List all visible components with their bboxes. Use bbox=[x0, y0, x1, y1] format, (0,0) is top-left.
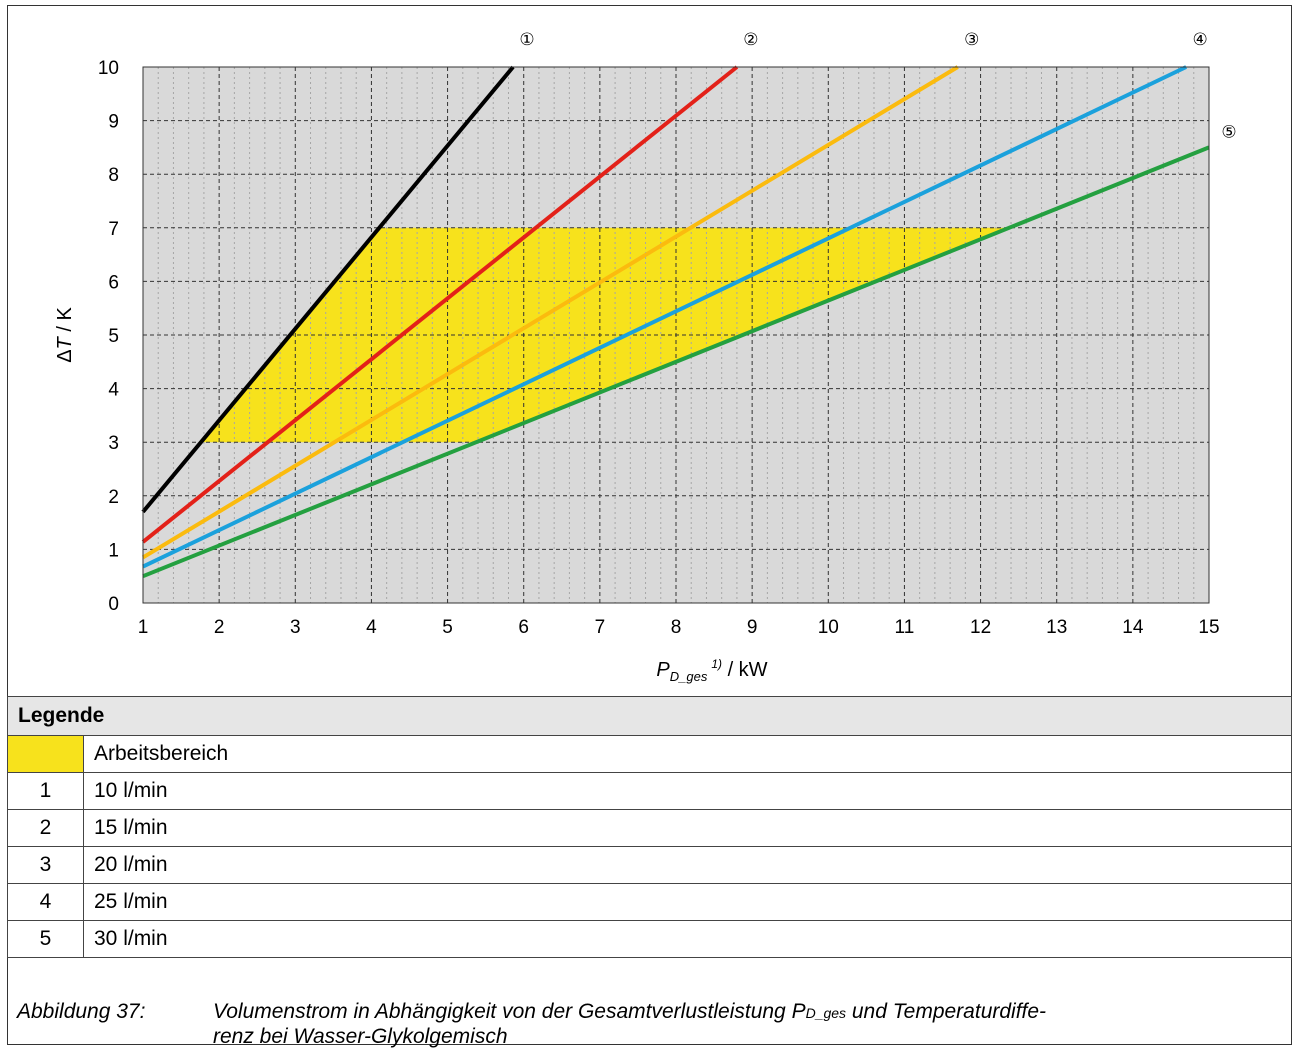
series-callout: ③ bbox=[964, 30, 979, 49]
caption-line-1: Volumenstrom in Abhängigkeit von der Ges… bbox=[213, 1000, 1046, 1024]
caption-label: Abbildung 37: bbox=[17, 1000, 146, 1023]
legend-key: 1 bbox=[7, 772, 84, 810]
plot-border bbox=[142, 66, 1210, 604]
working-area-label: Arbeitsbereich bbox=[83, 735, 1292, 773]
legend-table: Legende Arbeitsbereich 1 10 l/min 2 15 l… bbox=[7, 696, 1292, 958]
legend-row: 1 10 l/min bbox=[7, 772, 1292, 810]
y-tick-label: 3 bbox=[108, 433, 119, 454]
series-line bbox=[142, 145, 1210, 579]
caption-line-1-end: und Temperaturdiffe- bbox=[846, 1000, 1047, 1023]
series-line bbox=[142, 65, 1188, 569]
series-line bbox=[141, 65, 739, 544]
y-tick-label: 2 bbox=[108, 487, 119, 508]
working-area-swatch bbox=[7, 735, 84, 773]
y-tick-label: 6 bbox=[108, 272, 119, 293]
legend-key: 2 bbox=[7, 809, 84, 847]
legend-key: 4 bbox=[7, 883, 84, 921]
x-tick-label: 2 bbox=[214, 617, 225, 638]
caption-line-1-text: Volumenstrom in Abhängigkeit von der Ges… bbox=[213, 1000, 806, 1023]
legend-row-working-area: Arbeitsbereich bbox=[7, 735, 1292, 773]
legend-row: 5 30 l/min bbox=[7, 920, 1292, 958]
legend-label: 30 l/min bbox=[83, 920, 1292, 958]
legend-key: 5 bbox=[7, 920, 84, 958]
x-tick-label: 15 bbox=[1198, 617, 1219, 638]
series-callout: ⑤ bbox=[1221, 122, 1236, 141]
y-tick-label: 0 bbox=[108, 594, 119, 615]
caption-line-2: renz bei Wasser-Glykolgemisch bbox=[213, 1025, 508, 1048]
x-tick-label: 4 bbox=[366, 617, 377, 638]
legend-title: Legende bbox=[7, 696, 1292, 736]
series-callout: ① bbox=[519, 30, 534, 49]
legend-label: 10 l/min bbox=[83, 772, 1292, 810]
x-tick-label: 1 bbox=[138, 617, 149, 638]
y-tick-label: 1 bbox=[108, 540, 119, 561]
y-tick-label: 9 bbox=[108, 112, 119, 133]
x-tick-label: 13 bbox=[1046, 617, 1067, 638]
x-tick-label: 14 bbox=[1122, 617, 1144, 638]
legend-key: 3 bbox=[7, 846, 84, 884]
x-tick-label: 9 bbox=[747, 617, 758, 638]
legend-row: 2 15 l/min bbox=[7, 809, 1292, 847]
x-tick-label: 11 bbox=[895, 617, 915, 638]
series-line bbox=[141, 65, 959, 560]
y-tick-label: 7 bbox=[108, 219, 119, 240]
figure-frame bbox=[7, 5, 1292, 1045]
x-tick-label: 7 bbox=[595, 617, 606, 638]
x-tick-label: 5 bbox=[442, 617, 453, 638]
legend-header-row: Legende bbox=[7, 696, 1292, 736]
y-tick-label: 8 bbox=[108, 165, 119, 186]
y-axis-label: ΔT / K bbox=[54, 307, 76, 363]
x-axis-label: PD_ges1) / kW bbox=[656, 657, 767, 684]
legend-row: 4 25 l/min bbox=[7, 883, 1292, 921]
legend-label: 20 l/min bbox=[83, 846, 1292, 884]
legend-row: 3 20 l/min bbox=[7, 846, 1292, 884]
x-tick-label: 12 bbox=[970, 617, 991, 638]
x-tick-label: 6 bbox=[518, 617, 529, 638]
caption-subscript: D_ges bbox=[805, 1005, 847, 1021]
y-tick-label: 10 bbox=[98, 58, 119, 79]
series-line bbox=[141, 65, 515, 514]
legend-label: 15 l/min bbox=[83, 809, 1292, 847]
x-tick-label: 3 bbox=[290, 617, 301, 638]
x-tick-label: 8 bbox=[671, 617, 682, 638]
y-tick-label: 4 bbox=[108, 380, 119, 401]
series-callout: ② bbox=[743, 30, 758, 49]
x-tick-label: 10 bbox=[818, 617, 839, 638]
legend-label: 25 l/min bbox=[83, 883, 1292, 921]
y-tick-label: 5 bbox=[108, 326, 119, 347]
series-callout: ④ bbox=[1193, 30, 1208, 49]
